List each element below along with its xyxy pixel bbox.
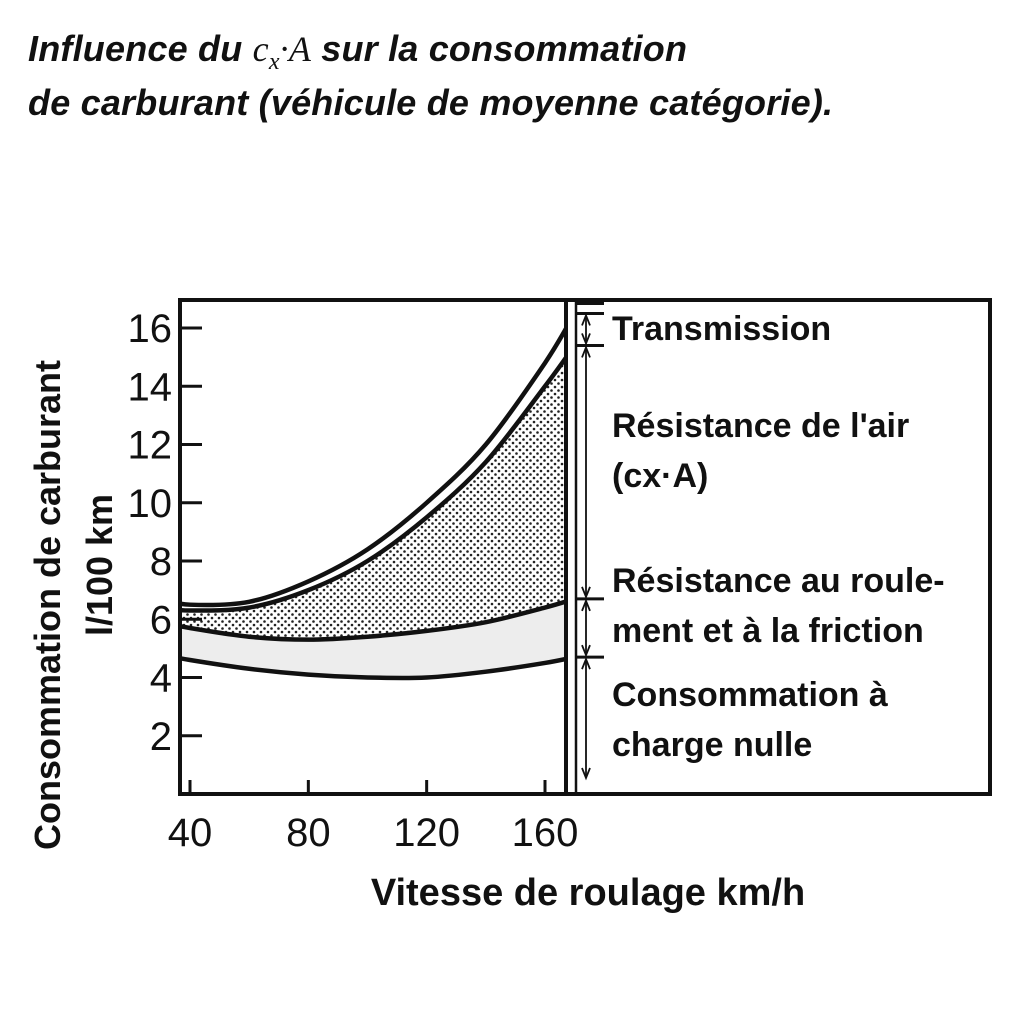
y-axis-unit: l/100 km xyxy=(79,494,120,636)
y-tick-label: 12 xyxy=(128,424,173,468)
bracket-arrow-up xyxy=(581,313,591,326)
bracket-arrow-up xyxy=(581,656,591,670)
y-axis-label: Consommation de carburant xyxy=(27,360,68,850)
x-tick-label: 80 xyxy=(286,811,331,855)
bracket-arrow-up xyxy=(581,598,591,612)
y-tick-label: 16 xyxy=(128,307,173,351)
title-text-before: Influence du xyxy=(28,28,253,69)
legend-label: ment et à la friction xyxy=(612,612,924,650)
bracket-arrow-down xyxy=(581,767,591,781)
line-air-resistance xyxy=(180,353,566,613)
chart-title-line2: de carburant (véhicule de moyenne catégo… xyxy=(28,82,834,123)
chart-title-line1: Influence du cx·A sur la consommation xyxy=(28,28,688,75)
legend-label: charge nulle xyxy=(612,726,812,764)
title-symbol-subscript: x xyxy=(268,49,280,75)
bracket-arrow-down xyxy=(581,333,591,346)
y-tick-label: 2 xyxy=(150,715,172,759)
legend-label: Résistance de l'air xyxy=(612,407,909,445)
title-text-after: sur la consommation xyxy=(311,28,688,69)
line-rolling-resistance xyxy=(180,599,566,642)
x-axis-label: Vitesse de roulage km/h xyxy=(371,872,805,914)
title-symbol-c: c xyxy=(252,29,269,69)
area-rolling-resistance xyxy=(180,601,566,679)
x-tick-label: 160 xyxy=(512,811,579,855)
x-tick-label: 120 xyxy=(393,811,460,855)
legend-label: (cx·A) xyxy=(612,457,708,495)
y-tick-label: 6 xyxy=(150,598,172,642)
area-air-resistance xyxy=(180,357,566,640)
y-tick-label: 14 xyxy=(128,365,173,409)
y-tick-label: 10 xyxy=(128,482,173,526)
x-tick-label: 40 xyxy=(168,811,213,855)
title-symbol-rest: ·A xyxy=(279,29,312,69)
bracket-arrow-down xyxy=(581,644,591,658)
line-transmission xyxy=(180,324,566,608)
plot-frame xyxy=(178,298,992,796)
line-no-load xyxy=(180,655,566,681)
legend-label: Transmission xyxy=(612,310,831,348)
legend-label: Consommation à xyxy=(612,676,888,714)
bracket-arrow-down xyxy=(581,586,591,600)
y-tick-label: 4 xyxy=(150,657,172,701)
legend-label: Résistance au roule- xyxy=(612,562,945,600)
bracket-arrow-up xyxy=(581,345,591,358)
y-tick-label: 8 xyxy=(150,540,172,584)
